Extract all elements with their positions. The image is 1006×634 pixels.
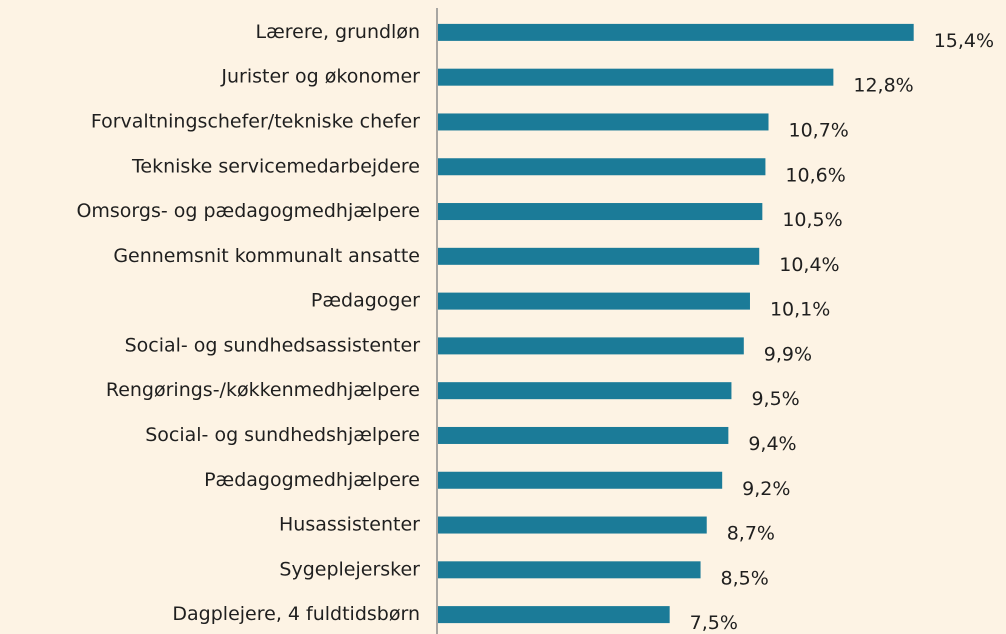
bar: [438, 158, 766, 176]
bar: [438, 23, 914, 41]
value-label: 9,2%: [742, 478, 790, 500]
value-label: 10,1%: [770, 299, 830, 321]
value-label: 9,9%: [764, 343, 812, 365]
category-label: Rengørings-/køkkenmedhjælpere: [106, 379, 420, 401]
bar: [438, 606, 670, 624]
category-label: Pædagoger: [311, 290, 420, 312]
bar: [438, 247, 760, 265]
category-label: Social- og sundhedshjælpere: [145, 424, 420, 446]
category-label: Jurister og økonomer: [220, 66, 420, 88]
value-label: 8,5%: [721, 567, 769, 589]
value-label: 10,4%: [779, 254, 839, 276]
bar: [438, 68, 834, 86]
bar: [438, 471, 723, 489]
value-label: 10,6%: [785, 164, 845, 186]
value-label: 15,4%: [934, 30, 994, 52]
value-label: 8,7%: [727, 523, 775, 545]
bar: [438, 337, 744, 355]
bar: [438, 516, 707, 534]
category-label: Forvaltningschefer/tekniske chefer: [91, 110, 420, 132]
value-label: 9,4%: [748, 433, 796, 455]
category-label: Social- og sundhedsassistenter: [125, 334, 421, 356]
value-label: 9,5%: [751, 388, 799, 410]
category-label: Husassistenter: [279, 514, 420, 536]
category-label: Tekniske servicemedarbejdere: [131, 155, 420, 177]
bar: [438, 561, 701, 579]
value-label: 10,7%: [789, 119, 849, 141]
value-label: 12,8%: [853, 75, 913, 97]
category-label: Dagplejere, 4 fuldtidsbørn: [172, 603, 420, 625]
bar: [438, 382, 732, 400]
category-label: Pædagogmedhjælpere: [204, 469, 420, 491]
bar: [438, 426, 729, 444]
bar: [438, 292, 750, 310]
category-label: Lærere, grundløn: [256, 21, 420, 43]
bar: [438, 113, 769, 131]
bar: [438, 203, 763, 221]
category-label: Gennemsnit kommunalt ansatte: [113, 245, 420, 267]
category-label: Sygeplejersker: [279, 558, 420, 580]
category-label: Omsorgs- og pædagogmedhjælpere: [76, 200, 420, 222]
value-label: 7,5%: [690, 612, 738, 634]
value-label: 10,5%: [782, 209, 842, 231]
